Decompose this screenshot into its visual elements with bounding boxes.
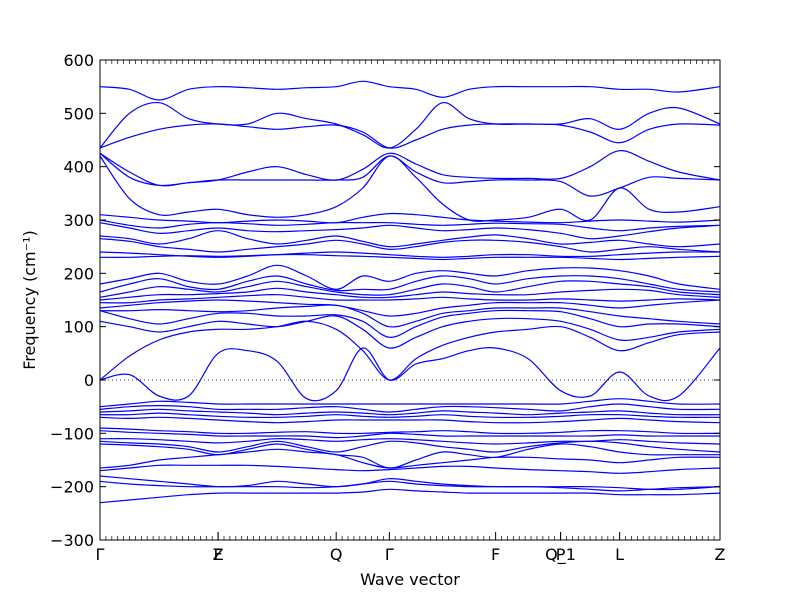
- y-tick-label: 600: [63, 51, 94, 70]
- x-tick-label: F: [491, 545, 500, 564]
- x-tick-label: Z: [213, 545, 224, 564]
- band-line-2: [99, 101, 721, 149]
- y-tick-label: 300: [63, 211, 94, 230]
- y-tick-label: 100: [63, 318, 94, 337]
- y-tick-label: 0: [84, 371, 94, 390]
- band-line-10: [99, 230, 721, 248]
- x-tick-label: P: [556, 545, 566, 564]
- x-ticks-layer: Γ ZF Q Γ F PQ_1 L Z: [96, 60, 726, 565]
- y-tick-label: −200: [50, 478, 94, 497]
- band-line-37: [99, 475, 721, 491]
- band-line-36: [99, 464, 721, 474]
- band-line-7: [99, 212, 721, 224]
- x-tick-label: Q: [330, 545, 343, 564]
- band-line-35: [99, 448, 721, 469]
- band-line-29: [99, 416, 721, 424]
- y-tick-label: 500: [63, 104, 94, 123]
- band-line-13: [99, 253, 721, 261]
- band-line-25: [99, 398, 721, 408]
- x-axis-label: Wave vector: [360, 570, 460, 589]
- band-line-22: [99, 315, 721, 349]
- y-axis-label: Frequency (cm⁻¹): [20, 230, 39, 369]
- band-line-16: [99, 280, 721, 298]
- band-line-5: [99, 152, 721, 197]
- x-tick-label: Q_1: [545, 545, 576, 565]
- band-line-21: [99, 309, 721, 338]
- x-tick-label: Γ: [385, 545, 394, 564]
- band-line-32: [99, 438, 721, 445]
- x-tick-label: L: [615, 545, 624, 564]
- band-line-26: [99, 403, 721, 413]
- band-line-6: [99, 155, 721, 222]
- band-line-20: [99, 304, 721, 328]
- band-line-24: [99, 347, 721, 402]
- x-tick-label: Z: [715, 545, 726, 564]
- band-line-30: [99, 427, 721, 435]
- band-line-14: [99, 264, 721, 290]
- axes-layer: [99, 59, 721, 541]
- y-tick-label: 400: [63, 158, 94, 177]
- band-line-17: [99, 287, 721, 301]
- x-tick-label: F: [213, 545, 222, 564]
- x-tick-label: Γ: [96, 545, 105, 564]
- band-line-1: [99, 80, 721, 101]
- y-tick-label: 200: [63, 264, 94, 283]
- band-line-31: [99, 430, 720, 439]
- band-line-12: [99, 251, 721, 258]
- band-line-8: [99, 219, 721, 232]
- y-ticks-layer: −300 −200 −100 0 100 200 300 400 500 600: [50, 51, 720, 550]
- band-line-39: [99, 488, 721, 504]
- y-tick-label: −300: [50, 531, 94, 550]
- band-line-3: [99, 123, 721, 149]
- band-line-34: [99, 443, 720, 469]
- band-line-9: [99, 222, 721, 240]
- band-line-28: [99, 412, 721, 419]
- band-line-18: [99, 294, 721, 304]
- band-line-27: [99, 408, 721, 416]
- series-layer: [99, 80, 721, 504]
- band-line-23: [99, 320, 721, 381]
- axes-frame: [99, 59, 721, 541]
- band-line-15: [99, 275, 721, 293]
- band-line-33: [99, 440, 721, 453]
- band-line-11: [99, 238, 721, 253]
- band-line-38: [99, 480, 721, 492]
- band-line-19: [99, 299, 721, 317]
- y-tick-label: −100: [50, 424, 94, 443]
